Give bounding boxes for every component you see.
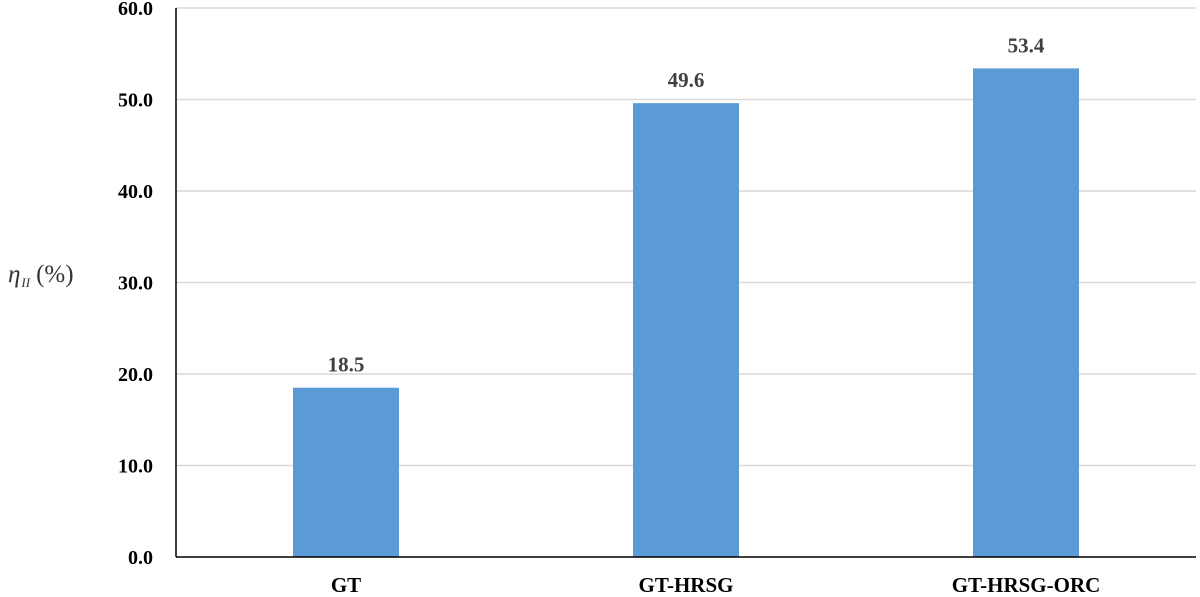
data-label: 49.6 [668,68,705,92]
y-axis-label-symbol: η [8,261,20,288]
x-category-label: GT [331,573,361,597]
bar [633,103,739,557]
x-category-label: GT-HRSG [639,573,734,597]
x-category-labels: GT GT-HRSG GT-HRSG-ORC [331,573,1100,597]
y-tick-label: 20.0 [118,364,153,386]
data-labels: 18.5 49.6 53.4 [328,33,1045,376]
bars [293,68,1079,557]
y-axis-label-unit: (%) [36,261,73,288]
y-tick-label: 50.0 [118,90,153,112]
bar [293,387,399,557]
bar [973,68,1079,557]
y-tick-label: 10.0 [118,456,153,478]
data-label: 53.4 [1008,33,1045,57]
y-tick-label: 60.0 [118,0,153,20]
y-tick-labels: 0.0 10.0 20.0 30.0 40.0 50.0 60.0 [118,0,153,569]
y-axis-label-subscript: II [20,275,30,290]
data-label: 18.5 [328,353,365,377]
x-category-label: GT-HRSG-ORC [952,573,1101,597]
y-tick-label: 40.0 [118,181,153,203]
y-tick-label: 30.0 [118,273,153,295]
y-axis-label: ηII (%) [8,261,74,290]
y-tick-label: 0.0 [128,547,153,569]
axes [175,8,1196,558]
